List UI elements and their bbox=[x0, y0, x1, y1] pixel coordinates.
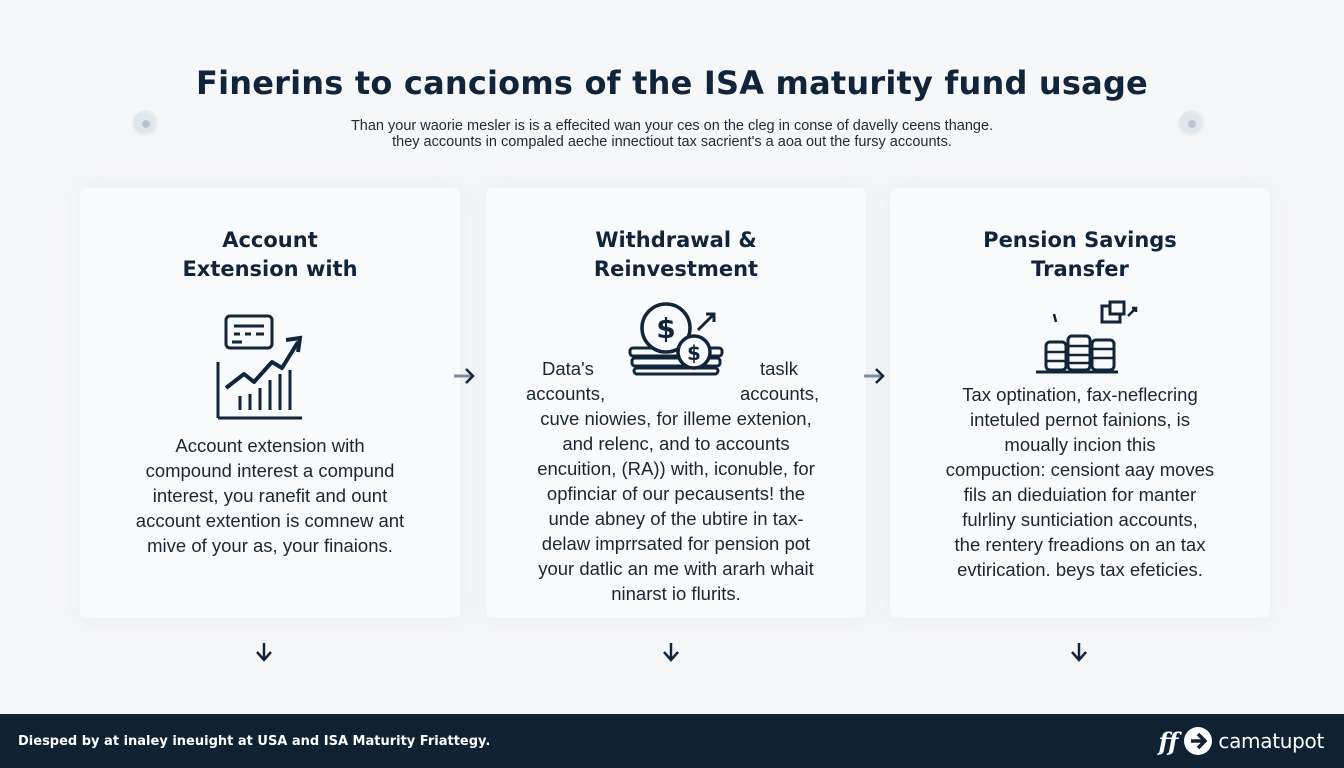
description-line: opfinciar of our pecausents! the bbox=[546, 483, 806, 504]
card-title: Pension Savings Transfer bbox=[890, 226, 1270, 284]
footer-text: Diesped by at inaley ineuight at USA and… bbox=[18, 734, 491, 749]
description-line: the rentery freadions on an tax bbox=[954, 534, 1206, 555]
arrow-circle-icon bbox=[1184, 727, 1213, 755]
side-label-line: accounts, bbox=[740, 383, 820, 404]
card-title-line: Transfer bbox=[1031, 257, 1129, 281]
arrow-down-icon bbox=[256, 643, 272, 662]
globe-icon bbox=[132, 110, 160, 138]
card-pension-savings-transfer: Pension Savings Transfer Tax optination,… bbox=[890, 188, 1270, 618]
description-line: unde abney of the ubtire in tax- bbox=[548, 508, 804, 529]
arrow-right-icon bbox=[864, 368, 885, 384]
side-label-line: Data's bbox=[542, 358, 594, 379]
description-line: mive of your as, your finaions. bbox=[147, 535, 393, 556]
description-line: compound interest a compund bbox=[145, 460, 395, 481]
description-line: Account extension with bbox=[175, 435, 365, 456]
card-title-line: Reinvestment bbox=[593, 257, 759, 281]
svg-text:$: $ bbox=[687, 341, 701, 365]
brand-logo[interactable]: ff camatupot bbox=[1158, 725, 1325, 757]
description-line: encuition, (RA)) with, iconuble, for bbox=[537, 458, 815, 479]
dollar-coins-icon: $ $ bbox=[628, 302, 724, 376]
description-line: moually incion this bbox=[1004, 434, 1156, 455]
side-label-left: Data's accounts, bbox=[526, 356, 626, 406]
arrow-right-icon bbox=[454, 368, 475, 384]
card-description: cuve niowies, for illeme extenion, and r… bbox=[486, 406, 866, 606]
side-label-right: taslk accounts, bbox=[740, 356, 850, 406]
card-account-extension: Account Extension with Account extension… bbox=[80, 188, 460, 618]
card-withdrawal-reinvestment: Withdrawal & Reinvestment $ $ Data's acc… bbox=[486, 188, 866, 618]
description-line: compuction: censiont aay moves bbox=[945, 459, 1215, 480]
side-label-line: taslk bbox=[760, 358, 799, 379]
description-line: evtirication. beys tax efeticies. bbox=[957, 559, 1203, 580]
description-line: intetuled pernot fainions, is bbox=[969, 409, 1191, 430]
arrow-down-icon bbox=[1071, 643, 1087, 662]
card-description: Account extension with compound interest… bbox=[80, 433, 460, 558]
side-label-line: accounts, bbox=[526, 383, 606, 404]
card-title-line: Extension with bbox=[182, 257, 358, 281]
description-line: and relenc, and to accounts bbox=[562, 433, 790, 454]
page-subtitle: Than your waorie mesler is is a effecite… bbox=[272, 118, 1072, 150]
description-line: ninarst io flurits. bbox=[611, 583, 741, 604]
svg-text:$: $ bbox=[656, 312, 675, 345]
description-line: delaw imprrsated for pension pot bbox=[541, 533, 811, 554]
page-title: Finerins to cancioms of the ISA maturity… bbox=[196, 64, 1148, 102]
brand-name: camatupot bbox=[1218, 729, 1324, 753]
subtitle-line: Than your waorie mesler is is a effecite… bbox=[350, 118, 994, 134]
footer-bar: Diesped by at inaley ineuight at USA and… bbox=[0, 714, 1344, 768]
brand-mark: ff bbox=[1158, 726, 1179, 756]
globe-icon bbox=[1178, 110, 1206, 138]
card-title-line: Account bbox=[222, 228, 318, 252]
coin-stack-icon bbox=[1036, 300, 1138, 374]
card-title: Withdrawal & Reinvestment bbox=[486, 226, 866, 284]
arrow-down-icon bbox=[663, 643, 679, 662]
card-title-line: Pension Savings bbox=[983, 228, 1177, 252]
growth-chart-icon bbox=[216, 314, 303, 420]
subtitle-line: they accounts in compaled aeche innectio… bbox=[392, 134, 952, 150]
description-line: fils an dieduiation for manter bbox=[963, 484, 1197, 505]
description-line: your datlic an me with ararh whait bbox=[538, 558, 814, 579]
card-title-line: Withdrawal & bbox=[595, 228, 757, 252]
description-line: Tax optination, fax-neflecring bbox=[962, 384, 1198, 405]
description-line: cuve niowies, for illeme extenion, bbox=[540, 408, 812, 429]
card-title: Account Extension with bbox=[80, 226, 460, 284]
description-line: account extention is comnew ant bbox=[135, 510, 405, 531]
description-line: fulrliny sunticiation accounts, bbox=[962, 509, 1198, 530]
description-line: interest, you ranefit and ount bbox=[152, 485, 388, 506]
card-description: Tax optination, fax-neflecring intetuled… bbox=[890, 382, 1270, 582]
